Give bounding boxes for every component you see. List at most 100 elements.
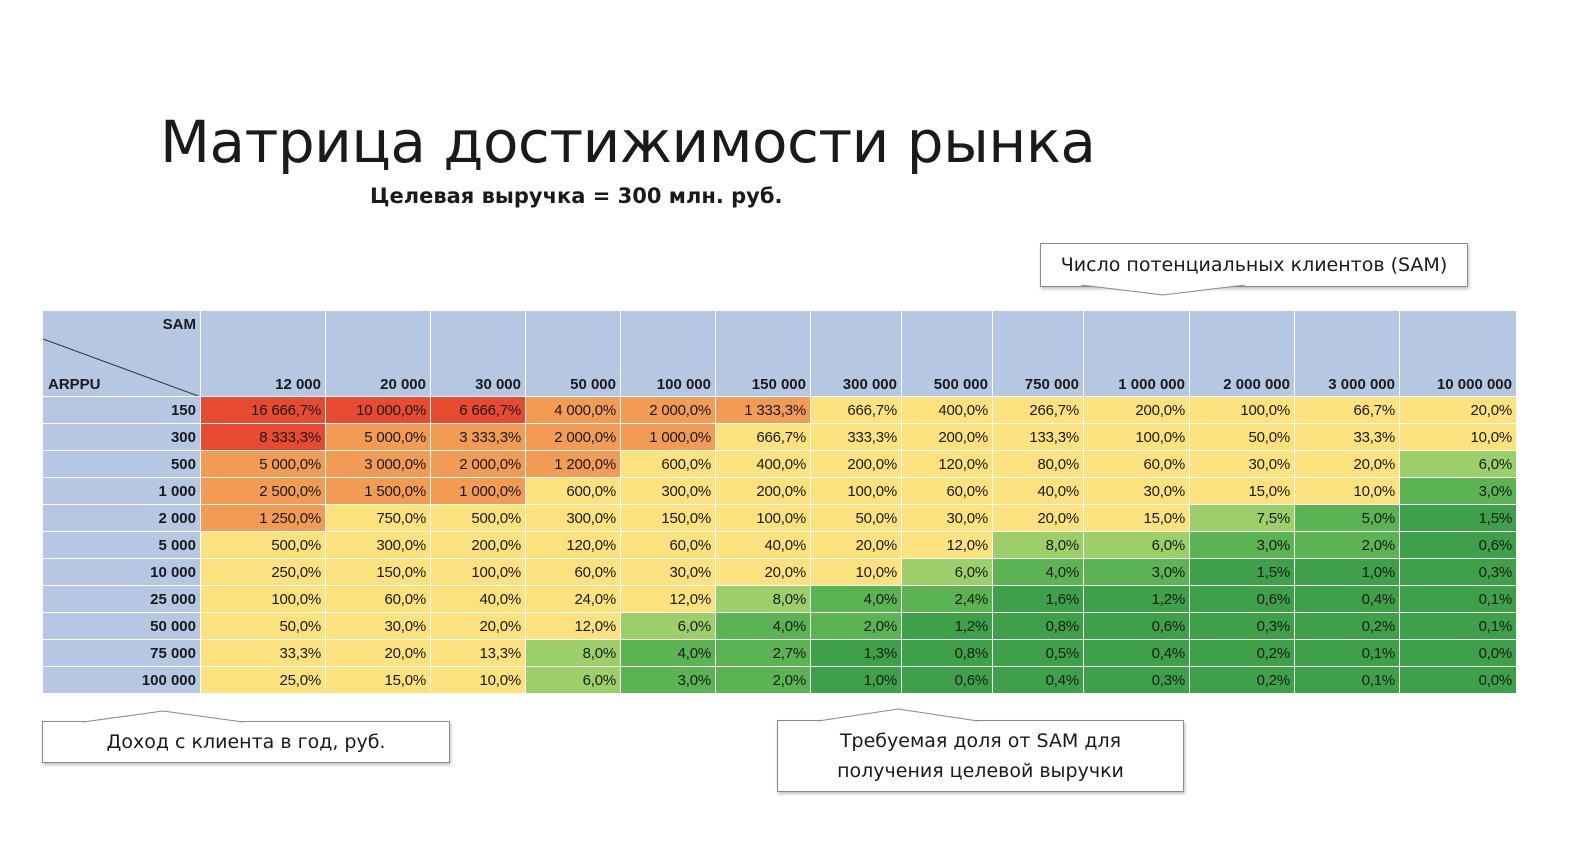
matrix-cell: 2 000,0% xyxy=(620,396,716,424)
matrix-cell: 200,0% xyxy=(715,477,811,505)
matrix-cell: 13,3% xyxy=(430,639,526,667)
column-header: 3 000 000 xyxy=(1294,310,1400,397)
matrix-cell: 600,0% xyxy=(525,477,621,505)
row-header: 1 000 xyxy=(42,477,201,505)
matrix-cell: 0,2% xyxy=(1294,612,1400,640)
sam-callout: Число потенциальных клиентов (SAM) xyxy=(1040,243,1468,296)
matrix-cell: 7,5% xyxy=(1189,504,1295,532)
header-row: SAM ARPPU 12 000 20 000 30 000 50 000 100 00… xyxy=(42,310,1517,397)
matrix-cell: 1,0% xyxy=(1294,558,1400,586)
matrix-cell: 5 000,0% xyxy=(200,450,326,478)
matrix-cell: 100,0% xyxy=(1083,423,1190,451)
table-row: 300 8 333,3% 5 000,0% 3 333,3% 2 000,0% 1 000… xyxy=(42,423,1517,451)
corner-diagonal xyxy=(43,338,199,396)
matrix-cell: 15,0% xyxy=(1189,477,1295,505)
matrix-cell: 3 333,3% xyxy=(430,423,526,451)
matrix-cell: 0,1% xyxy=(1294,639,1400,667)
share-callout: Требуемая доля от SAM для получения целе… xyxy=(777,708,1184,792)
matrix-cell: 100,0% xyxy=(430,558,526,586)
matrix-cell: 6,0% xyxy=(525,666,621,694)
corner-header: SAM ARPPU xyxy=(42,310,201,397)
column-header: 50 000 xyxy=(525,310,621,397)
matrix-cell: 20,0% xyxy=(992,504,1084,532)
row-header: 150 xyxy=(42,396,201,424)
matrix-cell: 4 000,0% xyxy=(525,396,621,424)
matrix-cell: 500,0% xyxy=(200,531,326,559)
matrix-cell: 0,2% xyxy=(1189,666,1295,694)
table-row: 2 000 1 250,0% 750,0% 500,0% 300,0% 150,0% 100… xyxy=(42,504,1517,532)
matrix-cell: 666,7% xyxy=(810,396,902,424)
arppu-callout: Доход с клиента в год, руб. xyxy=(42,710,450,763)
matrix-cell: 133,3% xyxy=(992,423,1084,451)
column-header: 150 000 xyxy=(715,310,811,397)
matrix-cell: 4,0% xyxy=(620,639,716,667)
matrix-cell: 12,0% xyxy=(620,585,716,613)
matrix-cell: 8,0% xyxy=(525,639,621,667)
matrix-cell: 4,0% xyxy=(810,585,902,613)
matrix-cell: 60,0% xyxy=(525,558,621,586)
sam-callout-tail xyxy=(1080,284,1246,296)
matrix-cell: 1 250,0% xyxy=(200,504,326,532)
column-header: 750 000 xyxy=(992,310,1084,397)
matrix-cell: 30,0% xyxy=(1083,477,1190,505)
matrix-cell: 1,5% xyxy=(1399,504,1517,532)
matrix-body: 150 16 666,7% 10 000,0% 6 666,7% 4 000,0% 2 0… xyxy=(42,396,1517,694)
matrix-cell: 666,7% xyxy=(715,423,811,451)
table-row: 500 5 000,0% 3 000,0% 2 000,0% 1 200,0% 600,0… xyxy=(42,450,1517,478)
row-header: 2 000 xyxy=(42,504,201,532)
matrix-cell: 0,6% xyxy=(1399,531,1517,559)
matrix-cell: 20,0% xyxy=(325,639,431,667)
matrix-cell: 3,0% xyxy=(1189,531,1295,559)
matrix-cell: 250,0% xyxy=(200,558,326,586)
matrix-cell: 80,0% xyxy=(992,450,1084,478)
matrix-cell: 100,0% xyxy=(1189,396,1295,424)
matrix-cell: 1,0% xyxy=(810,666,902,694)
table-row: 75 000 33,3% 20,0% 13,3% 8,0% 4,0% 2,7% 1,3% 0,8… xyxy=(42,639,1517,667)
matrix-cell: 0,0% xyxy=(1399,666,1517,694)
matrix-cell: 150,0% xyxy=(620,504,716,532)
matrix-cell: 400,0% xyxy=(901,396,993,424)
matrix-cell: 4,0% xyxy=(715,612,811,640)
matrix-cell: 12,0% xyxy=(525,612,621,640)
share-callout-tail xyxy=(817,708,979,722)
matrix-cell: 0,6% xyxy=(1189,585,1295,613)
matrix-cell: 3,0% xyxy=(1399,477,1517,505)
matrix-cell: 40,0% xyxy=(715,531,811,559)
matrix-cell: 2 500,0% xyxy=(200,477,326,505)
matrix-cell: 12,0% xyxy=(901,531,993,559)
matrix-cell: 6,0% xyxy=(620,612,716,640)
row-header: 300 xyxy=(42,423,201,451)
matrix-cell: 6,0% xyxy=(1399,450,1517,478)
matrix-cell: 15,0% xyxy=(325,666,431,694)
matrix-cell: 600,0% xyxy=(620,450,716,478)
matrix-cell: 200,0% xyxy=(901,423,993,451)
matrix-cell: 20,0% xyxy=(1294,450,1400,478)
matrix-cell: 10,0% xyxy=(1399,423,1517,451)
column-header: 20 000 xyxy=(325,310,431,397)
matrix-cell: 10,0% xyxy=(810,558,902,586)
matrix-cell: 0,3% xyxy=(1083,666,1190,694)
row-header: 50 000 xyxy=(42,612,201,640)
column-header: 2 000 000 xyxy=(1189,310,1295,397)
matrix-cell: 6,0% xyxy=(1083,531,1190,559)
matrix-cell: 400,0% xyxy=(715,450,811,478)
matrix-cell: 30,0% xyxy=(1189,450,1295,478)
matrix-cell: 20,0% xyxy=(810,531,902,559)
table-row: 150 16 666,7% 10 000,0% 6 666,7% 4 000,0% 2 0… xyxy=(42,396,1517,424)
matrix-cell: 60,0% xyxy=(901,477,993,505)
column-header: 12 000 xyxy=(200,310,326,397)
column-header: 1 000 000 xyxy=(1083,310,1190,397)
matrix-cell: 2,0% xyxy=(715,666,811,694)
matrix-cell: 300,0% xyxy=(325,531,431,559)
matrix-cell: 1,3% xyxy=(810,639,902,667)
matrix-cell: 40,0% xyxy=(992,477,1084,505)
matrix-cell: 3,0% xyxy=(620,666,716,694)
matrix-cell: 0,3% xyxy=(1399,558,1517,586)
arppu-callout-tail xyxy=(82,710,244,723)
matrix-cell: 8,0% xyxy=(715,585,811,613)
matrix-cell: 8,0% xyxy=(992,531,1084,559)
matrix-cell: 200,0% xyxy=(810,450,902,478)
matrix-cell: 333,3% xyxy=(810,423,902,451)
matrix-cell: 1,2% xyxy=(901,612,993,640)
matrix-cell: 30,0% xyxy=(620,558,716,586)
